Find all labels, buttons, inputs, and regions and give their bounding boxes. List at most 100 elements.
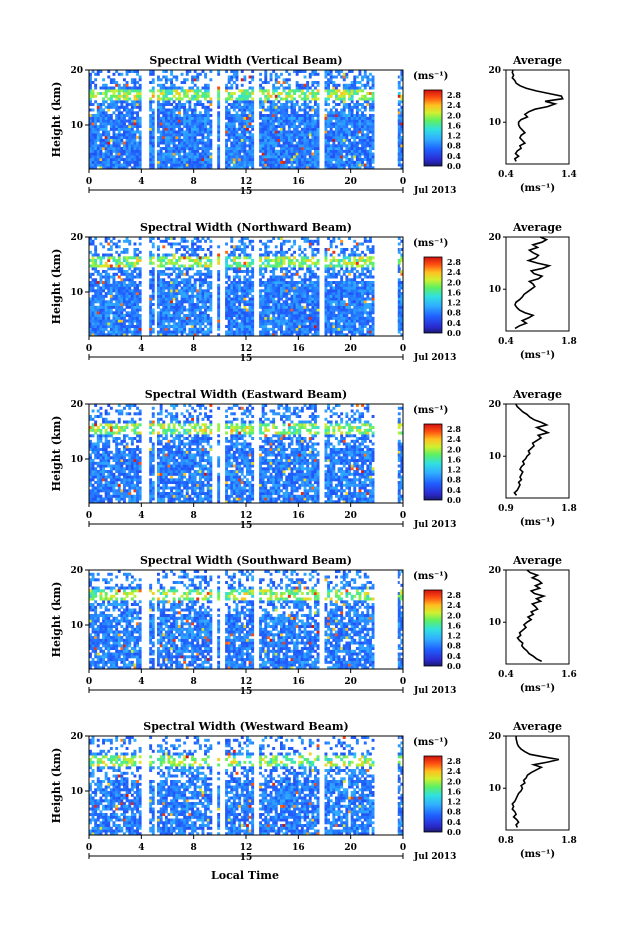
heatmap-cell [117, 327, 121, 331]
heatmap-cell [107, 333, 111, 337]
heatmap-cell [99, 297, 103, 301]
heatmap-cell [246, 294, 249, 298]
heatmap-cell [332, 158, 336, 161]
heatmap-cell [193, 158, 197, 161]
heatmap-cell [172, 286, 176, 290]
heatmap-cell [180, 163, 184, 167]
heatmap-cell [285, 155, 289, 159]
heatmap-cell [204, 267, 207, 271]
heatmap-cell [243, 311, 247, 315]
heatmap-cell [198, 138, 202, 142]
heatmap-cell [240, 242, 244, 246]
heatmap-cell [133, 248, 137, 251]
heatmap-cell [306, 327, 310, 331]
heatmap-cell [316, 237, 320, 240]
heatmap-cell [128, 70, 132, 73]
heatmap-cell [329, 147, 333, 150]
heatmap-cell [248, 130, 252, 134]
heatmap-cell [240, 89, 244, 93]
heatmap-cell [285, 308, 289, 312]
heatmap-cell [159, 322, 163, 326]
heatmap-cell [178, 283, 181, 287]
heatmap-cell [217, 97, 221, 101]
heatmap-cell [159, 130, 163, 134]
heatmap-cell [94, 259, 98, 262]
heatmap-cell [217, 105, 221, 109]
heatmap-cell [206, 270, 210, 273]
heatmap-cell [238, 322, 242, 326]
heatmap-cell [316, 316, 320, 320]
heatmap-cell [112, 256, 116, 260]
heatmap-cell [125, 259, 129, 262]
heatmap-cell [243, 92, 247, 95]
heatmap-cell [306, 259, 310, 262]
heatmap-cell [363, 133, 367, 137]
heatmap-cell [314, 152, 317, 156]
heatmap-cell [191, 133, 194, 137]
heatmap-cell [400, 127, 404, 131]
heatmap-cell [308, 130, 312, 134]
heatmap-cell [277, 261, 281, 265]
heatmap-cell [94, 158, 98, 161]
heatmap-cell [282, 259, 286, 262]
heatmap-cell [102, 297, 105, 301]
heatmap-cell [196, 75, 200, 79]
heatmap-cell [248, 327, 252, 331]
heatmap-cell [162, 305, 166, 309]
heatmap-cell [298, 114, 302, 117]
heatmap-cell [264, 100, 268, 104]
heatmap-cell [128, 303, 132, 306]
heatmap-cell [175, 305, 179, 309]
heatmap-cell [193, 250, 197, 254]
heatmap-cell [180, 160, 184, 164]
heatmap-cell [102, 275, 105, 279]
heatmap-cell [248, 105, 252, 109]
heatmap-cell [157, 158, 160, 161]
heatmap-cell [157, 160, 160, 164]
heatmap-cell [259, 103, 262, 106]
heatmap-cell [128, 264, 132, 268]
heatmap-cell [348, 127, 351, 131]
heatmap-cell [136, 316, 139, 320]
heatmap-cell [280, 314, 283, 317]
heatmap-cell [178, 86, 181, 90]
heatmap-cell [308, 158, 312, 161]
heatmap-cell [128, 138, 132, 142]
heatmap-cell [314, 97, 317, 101]
heatmap-cell [282, 267, 286, 271]
heatmap-cell [238, 97, 242, 101]
heatmap-cell [295, 114, 299, 117]
heatmap-cell [306, 125, 310, 128]
heatmap-cell [159, 92, 163, 95]
heatmap-cell [332, 116, 336, 120]
heatmap-cell [371, 86, 375, 90]
heatmap-cell [196, 270, 200, 273]
heatmap-cell [157, 314, 160, 317]
heatmap-cell [164, 89, 168, 93]
heatmap-cell [358, 149, 362, 153]
heatmap-cell [358, 138, 362, 142]
heatmap-cell [138, 325, 142, 328]
heatmap-cell [167, 133, 171, 137]
heatmap-cell [89, 303, 92, 306]
heatmap-cell [89, 89, 92, 93]
heatmap-cell [109, 149, 113, 153]
heatmap-cell [227, 127, 231, 131]
heatmap-cell [164, 94, 168, 98]
heatmap-cell [172, 289, 176, 293]
heatmap-cell [206, 105, 210, 109]
heatmap-cell [201, 237, 205, 240]
heatmap-cell [96, 147, 100, 150]
heatmap-cell [397, 130, 401, 134]
heatmap-cell [243, 130, 247, 134]
heatmap-cell [314, 72, 317, 76]
heatmap-cell [240, 160, 244, 164]
heatmap-cell [350, 166, 354, 170]
heatmap-cell [112, 138, 116, 142]
heatmap-cell [159, 308, 163, 312]
heatmap-cell [272, 122, 276, 126]
heatmap-cell [269, 160, 273, 164]
heatmap-cell [332, 163, 336, 167]
heatmap-cell [159, 108, 163, 112]
heatmap-cell [170, 267, 173, 271]
